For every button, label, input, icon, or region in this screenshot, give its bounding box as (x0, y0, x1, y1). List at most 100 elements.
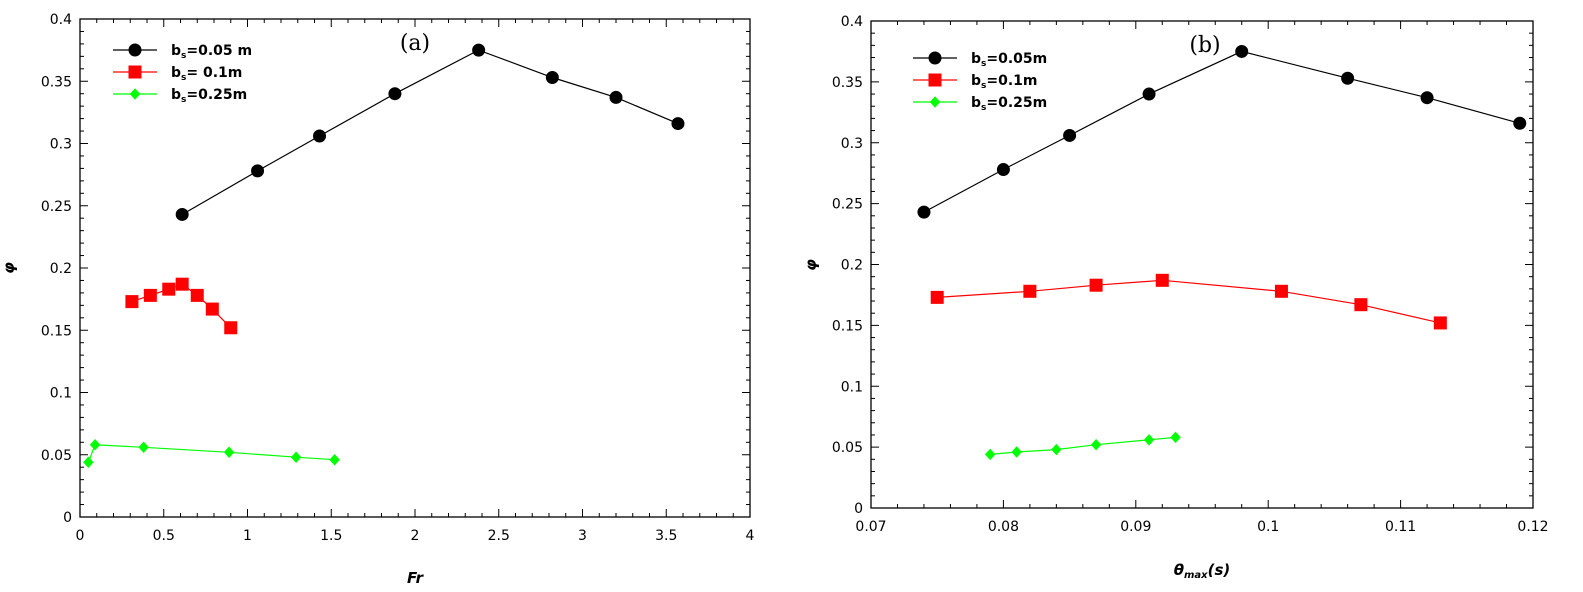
data-point (162, 282, 176, 296)
y-tick-label: 0.05 (832, 440, 863, 456)
legend-marker (928, 51, 942, 65)
data-point (609, 90, 623, 104)
y-tick-label: 0.3 (841, 136, 863, 152)
legend-marker (129, 88, 141, 100)
y-tick-label: 0 (854, 501, 863, 517)
y-tick-label: 0.35 (41, 74, 72, 90)
data-point (1090, 438, 1102, 451)
data-point (917, 205, 931, 219)
y-tick-label: 0.1 (841, 379, 863, 395)
legend-marker (128, 65, 142, 79)
x-tick-label: 0.1 (1257, 519, 1279, 535)
legend-label: bs=0.25m (971, 95, 1047, 113)
y-tick-label: 0.2 (841, 258, 863, 274)
legend-marker (928, 73, 942, 87)
y-tick-label: 0.4 (841, 14, 863, 30)
data-point (329, 453, 340, 466)
data-point (224, 321, 238, 335)
x-tick-label: 0.07 (855, 519, 886, 535)
data-point (138, 441, 149, 454)
y-tick-label: 0.4 (50, 12, 72, 28)
data-point (1011, 446, 1022, 458)
x-tick-label: 0.11 (1385, 519, 1416, 535)
series-1 (175, 43, 685, 221)
y-tick-label: 0.25 (832, 197, 863, 213)
data-point (1433, 316, 1447, 330)
x-tick-label: 0.08 (988, 519, 1019, 535)
data-point (1063, 128, 1077, 142)
data-point (125, 295, 139, 309)
legend-label: bs=0.1m (971, 73, 1038, 91)
data-point (1051, 443, 1062, 456)
y-tick-label: 0.1 (50, 386, 72, 402)
data-point (1235, 44, 1249, 58)
x-axis-label: θmax(s) (1174, 561, 1231, 581)
data-point (175, 277, 189, 291)
data-point (1143, 434, 1155, 446)
data-point (143, 288, 157, 302)
series-line (181, 49, 679, 216)
x-tick-label: 2.5 (488, 528, 510, 544)
y-tick-label: 0.25 (41, 199, 72, 215)
legend-label: bs= 0.1m (171, 65, 242, 83)
data-point (388, 87, 402, 101)
series-3 (83, 439, 340, 468)
y-tick-label: 0.15 (41, 323, 72, 339)
data-point (83, 456, 94, 468)
legend-marker (929, 96, 941, 108)
data-point (545, 71, 559, 85)
data-point (984, 448, 996, 461)
data-point (190, 288, 204, 302)
series-1 (917, 44, 1527, 219)
data-point (175, 207, 189, 221)
data-point (89, 439, 101, 451)
y-axis-label: φ (802, 259, 820, 271)
x-tick-label: 0.12 (1517, 519, 1548, 535)
x-tick-label: 4 (746, 528, 755, 544)
x-axis-label: Fr (407, 569, 425, 587)
data-point (1089, 278, 1103, 292)
x-tick-label: 0.09 (1120, 519, 1151, 535)
legend-marker (128, 43, 142, 57)
y-tick-label: 0.15 (832, 318, 863, 334)
y-axis-label: φ (0, 262, 18, 274)
x-tick-label: 3 (578, 528, 587, 544)
x-tick-label: 0 (76, 528, 85, 544)
data-point (930, 290, 944, 304)
y-tick-label: 0.05 (41, 448, 72, 464)
panel-label: (b) (1189, 33, 1220, 58)
data-point (1170, 431, 1181, 444)
x-tick-label: 2 (411, 528, 420, 544)
x-tick-label: 0.5 (153, 528, 175, 544)
data-point (290, 451, 302, 463)
data-point (1142, 87, 1156, 101)
data-point (996, 163, 1010, 177)
chart-panel-b: 0.07 0.08 0.09 0.1 0.11 0.12 0 0.05 0.1 0.15 0.2 0.… (802, 14, 1549, 581)
x-tick-label: 1 (243, 528, 252, 544)
data-point (1023, 284, 1037, 298)
series-3 (984, 431, 1181, 461)
data-point (251, 164, 265, 178)
x-tick-label: 1.5 (320, 528, 342, 544)
series-line (923, 50, 1520, 213)
data-point (671, 117, 685, 131)
series-2 (930, 273, 1447, 330)
data-point (1420, 91, 1434, 105)
data-point (313, 129, 327, 143)
legend: bs=0.05m bs=0.1m bs=0.25m (913, 51, 1047, 113)
y-tick-label: 0.35 (832, 75, 863, 91)
chart-panel-a: 0 0.5 1 1.5 2 2.5 3 3.5 4 0 0.05 0.1 0.15 0.2 0.25 0.3 0… (0, 12, 755, 587)
panel-label: (a) (400, 31, 430, 56)
y-tick-label: 0.3 (50, 137, 72, 153)
data-point (1513, 116, 1527, 130)
y-tick-label: 0.2 (50, 261, 72, 277)
legend-label: bs=0.05m (971, 51, 1047, 69)
data-point (1341, 71, 1355, 85)
x-tick-label: 3.5 (655, 528, 677, 544)
legend-label: bs=0.05 m (171, 43, 252, 61)
data-point (1274, 284, 1288, 298)
data-point (1354, 298, 1368, 312)
series-2 (125, 277, 238, 335)
y-tick-label: 0 (63, 510, 72, 526)
